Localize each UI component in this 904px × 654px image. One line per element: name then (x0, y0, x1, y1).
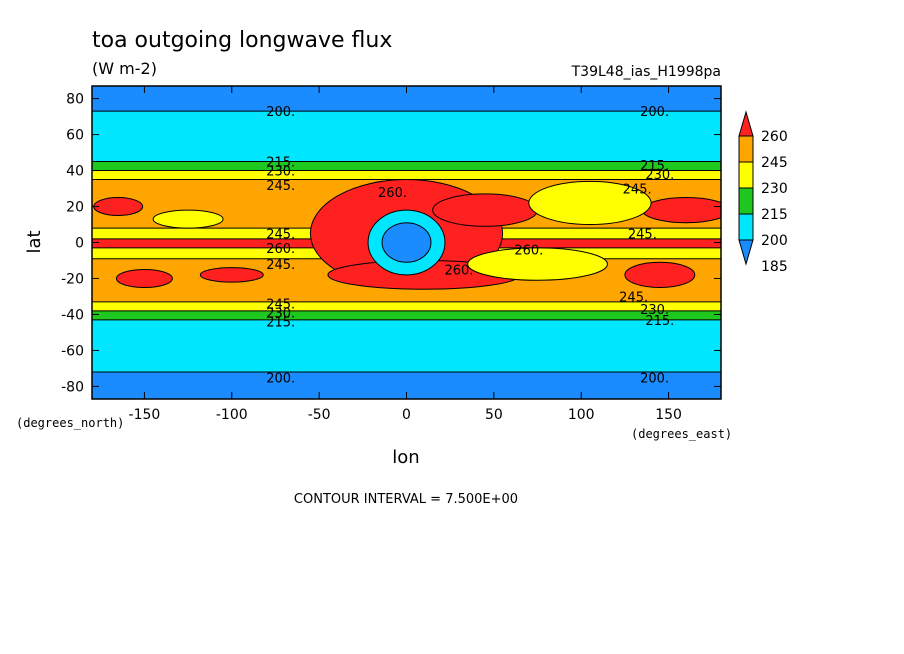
lat-band (92, 319, 721, 373)
colorbar-label: 215 (761, 207, 788, 223)
lat-band (92, 161, 721, 171)
contour-label: 230. (266, 307, 295, 322)
x-axis-ticks: -150 -100 -50 0 50 100 150 (129, 86, 682, 423)
x-tick-label: -50 (308, 407, 331, 423)
contour-label: 245. (266, 179, 295, 194)
contour-label: 200. (640, 105, 669, 120)
contour-label: 215. (640, 159, 669, 174)
x-tick-label: 150 (655, 407, 682, 423)
y-tick-label: 60 (66, 128, 84, 144)
colorbar-arrow-bottom (738, 239, 754, 266)
field-feature (528, 180, 652, 226)
contour-label: 200. (640, 371, 669, 386)
x-tick-label: -150 (129, 407, 161, 423)
colorbar-label: 260 (761, 129, 788, 145)
colorbar-arrow-top (738, 110, 754, 137)
y-tick-label: 20 (66, 200, 84, 216)
contour-label: 245. (266, 298, 295, 313)
field-feature (93, 197, 144, 217)
colorbar: 260 245 230 215 200 185 (738, 110, 788, 275)
y-tick-label: -80 (61, 379, 84, 395)
field-feature (467, 247, 608, 281)
contour-label: 245. (266, 258, 295, 273)
contour-label: 215. (266, 316, 295, 331)
contour-label: 215. (645, 314, 674, 329)
y-tick-label: 80 (66, 92, 84, 108)
field-feature (641, 197, 721, 224)
contour-label: 200. (266, 105, 295, 120)
contour-label: 260. (444, 263, 473, 278)
x-tick-label: 100 (568, 407, 595, 423)
lat-band (92, 301, 721, 311)
y-tick-label: -20 (61, 271, 84, 287)
x-unit-label: (degrees_east) (631, 427, 732, 441)
colorbar-label: 185 (761, 259, 788, 275)
chart-title: toa outgoing longwave flux (92, 28, 392, 53)
field-feature (432, 193, 539, 227)
y-unit-label: (degrees_north) (16, 416, 124, 430)
x-tick-label: 50 (485, 407, 503, 423)
field-feature (152, 209, 224, 229)
colorbar-label: 200 (761, 233, 788, 249)
y-tick-label: -40 (61, 307, 84, 323)
contour-label: 245. (619, 290, 648, 305)
contour-label: 260. (514, 244, 543, 259)
field-feature (199, 267, 264, 283)
x-axis-label: lon (392, 447, 419, 468)
contour-label: 260. (266, 242, 295, 257)
contour-label: 230. (640, 303, 669, 318)
chart-units: (W m-2) (92, 59, 157, 78)
flux-field (92, 86, 721, 399)
contour-label: 215. (266, 156, 295, 171)
lat-band (92, 111, 721, 162)
contour-label: 230. (266, 165, 295, 180)
y-tick-label: 0 (75, 236, 84, 252)
field-feature (381, 222, 432, 263)
lat-band (92, 170, 721, 180)
contour-labels: 200. 200.215. 215.230. 230.245. 245.260.245.… (266, 105, 674, 386)
contour-label: 260. (378, 186, 407, 201)
field-feature (624, 261, 696, 288)
x-tick-label: -100 (216, 407, 248, 423)
y-axis-ticks: -80 -60 -40 -20 0 20 40 60 80 (61, 92, 721, 395)
colorbar-swatch (738, 213, 754, 241)
contour-label: 245. (628, 228, 657, 243)
field-feature (115, 268, 173, 288)
x-tick-label: 0 (402, 407, 411, 423)
contour-label: 200. (266, 371, 295, 386)
colorbar-swatch (738, 161, 754, 189)
colorbar-swatch (738, 135, 754, 163)
colorbar-label: 230 (761, 181, 788, 197)
contour-label: 245. (266, 228, 295, 243)
lat-band (92, 310, 721, 320)
run-label: T39L48_ias_H1998pa (571, 64, 721, 80)
colorbar-label: 245 (761, 155, 788, 171)
contour-label: 245. (623, 183, 652, 198)
contour-interval-note: CONTOUR INTERVAL = 7.500E+00 (294, 492, 518, 507)
y-tick-label: -60 (61, 343, 84, 359)
y-tick-label: 40 (66, 164, 84, 180)
y-axis-label: lat (24, 230, 45, 253)
contour-label: 230. (645, 168, 674, 183)
colorbar-swatch (738, 187, 754, 215)
